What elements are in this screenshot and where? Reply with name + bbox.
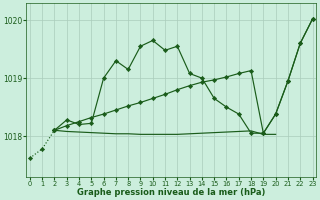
X-axis label: Graphe pression niveau de la mer (hPa): Graphe pression niveau de la mer (hPa) bbox=[77, 188, 265, 197]
